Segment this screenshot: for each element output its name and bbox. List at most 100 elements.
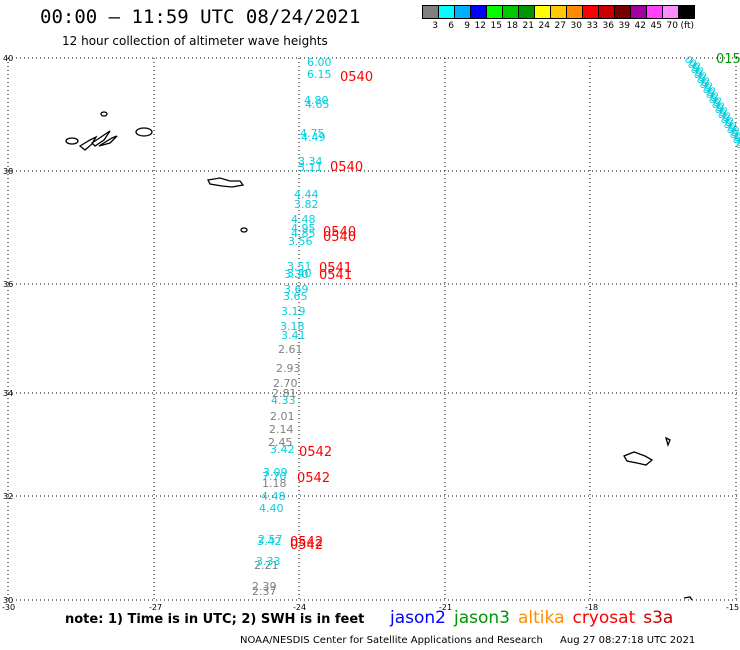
scale-label: 70: [666, 21, 678, 31]
color-scale-labels: 3 6 9 12 15 18 21 24 27 30 33 36 39 42 45 70 (ft): [422, 21, 694, 31]
scale-label: 39: [618, 21, 630, 31]
wave-height-label: 3.09: [263, 466, 288, 479]
wave-height-label: 2.61: [278, 343, 303, 356]
wave-height-label: 6.00: [307, 56, 332, 69]
wave-height-label: 4.80: [304, 94, 329, 107]
legend-jason3: jason3: [454, 608, 510, 628]
wave-height-label: 4.95: [291, 222, 316, 235]
longitude-label: -21: [439, 603, 452, 612]
track-mark: 0: [735, 135, 740, 147]
axis-labels: 40 38 36 34 32 30-30 -27 -24 -21 -18 -15: [2, 54, 739, 612]
track-mark: 0: [732, 130, 740, 142]
scale-label: 12: [474, 21, 486, 31]
footer-stamp: Aug 27 08:27:18 UTC 2021: [560, 635, 696, 646]
map-title: 00:00 – 11:59 UTC 08/24/2021: [40, 6, 361, 28]
wave-height-label: 3.51: [287, 260, 312, 273]
island-outlines: [65, 111, 693, 601]
wave-height-label: 2.01: [270, 410, 295, 423]
longitude-label: -24: [293, 603, 306, 612]
satellite-legend: jason2 jason3 altika cryosat s3a: [390, 608, 681, 628]
wave-height-label: 3.42: [257, 535, 282, 548]
pass-time-label: 0541: [319, 268, 352, 283]
pass-time-label: 0542: [290, 538, 323, 553]
scale-label: 30: [570, 21, 582, 31]
scale-label: 3: [432, 21, 438, 31]
wave-height-label: 6.15: [307, 68, 332, 81]
scale-label: 36: [602, 21, 614, 31]
color-scale: 3 6 9 12 15 18 21 24 27 30 33 36 39 42 45 70 (ft): [422, 5, 695, 31]
wave-height-label: 4.48: [261, 490, 286, 503]
latitude-label: 30: [3, 596, 13, 605]
latitude-label: 34: [3, 389, 13, 398]
pass-time-label: 0540: [340, 70, 373, 85]
wave-height-label: 3.69: [284, 283, 309, 296]
wave-height-label: 2.81: [272, 387, 297, 400]
scale-label: 42: [634, 21, 646, 31]
wave-height-label: 3.30: [284, 268, 309, 281]
footer-org: NOAA/NESDIS Center for Satellite Applica…: [240, 635, 543, 646]
latitude-label: 38: [3, 167, 13, 176]
note-text: note: 1) Time is in UTC; 2) SWH is in fe…: [65, 612, 365, 627]
grid-lines: [7, 57, 738, 601]
track-mark: 0: [733, 139, 740, 151]
wave-height-label: 4.40: [259, 502, 284, 515]
pass-time-label: 0542: [299, 445, 332, 460]
pass-time-label: 0541: [319, 261, 352, 276]
track-mark: 0: [730, 134, 740, 146]
longitude-label: -18: [585, 603, 598, 612]
wave-height-label: 4.49: [301, 131, 326, 144]
footer: NOAA/NESDIS Center for Satellite Applica…: [240, 635, 709, 646]
wave-height-label: 7.70: [262, 470, 287, 483]
wave-height-label: 2.45: [268, 436, 293, 449]
wave-height-label: 3.82: [294, 198, 319, 211]
wave-height-label: 2.39: [252, 580, 277, 593]
scale-swatch: [678, 5, 695, 19]
northeast-track: 0000000000000000000000000000000000000000…: [682, 54, 740, 154]
legend-altika: altika: [518, 608, 565, 628]
longitude-label: -30: [2, 603, 15, 612]
wave-height-label: 2.70: [273, 377, 298, 390]
wave-height-label: 4.33: [271, 394, 296, 407]
wave-height-label: 3.18: [280, 320, 305, 333]
cyan-wave-labels: 6.006.15 4.804.65 4.754.49 3.343.11 4.443.82…: [256, 56, 332, 568]
wave-height-label: 4.44: [294, 188, 319, 201]
track-mark: 0: [738, 140, 740, 152]
pass-time-label: 0540: [323, 225, 356, 240]
pass-time-label: 0542: [290, 535, 323, 550]
scale-label: (ft): [680, 21, 694, 31]
pass-time-label: 0542: [297, 471, 330, 486]
legend-cryosat: cryosat: [572, 608, 636, 628]
wave-height-label: 4.75: [300, 127, 325, 140]
wave-height-label: 3.41: [281, 329, 306, 342]
scale-label: 24: [538, 21, 550, 31]
wave-height-label: 3.65: [283, 290, 308, 303]
wave-height-label: 3.33: [256, 555, 281, 568]
wave-height-label: 4.48: [291, 213, 316, 226]
wave-height-label: 2.93: [276, 362, 301, 375]
green-pass-time: 015: [716, 52, 740, 67]
legend-jason2: jason2: [390, 608, 446, 628]
scale-label: 45: [650, 21, 662, 31]
latitude-label: 36: [3, 280, 13, 289]
scale-label: 33: [586, 21, 598, 31]
scale-label: 18: [506, 21, 518, 31]
pass-time-label: 0540: [323, 230, 356, 245]
scale-label: 9: [464, 21, 470, 31]
track-mark: 0: [734, 137, 740, 149]
track-mark: 0: [731, 132, 740, 144]
scale-label: 15: [490, 21, 502, 31]
wave-height-label: 2.57: [258, 533, 283, 546]
wave-height-label: 3.40: [287, 267, 312, 280]
wave-height-label: 2.37: [252, 585, 277, 598]
longitude-label: -15: [726, 603, 739, 612]
wave-height-label: 2.21: [254, 559, 279, 572]
wave-height-label: 3.42: [270, 443, 295, 456]
wave-height-label: 4.85: [291, 227, 316, 240]
scale-label: 6: [448, 21, 454, 31]
latitude-label: 32: [3, 492, 13, 501]
wave-height-label: 2.14: [269, 423, 294, 436]
wave-height-label: 3.34: [298, 155, 323, 168]
map-subtitle: 12 hour collection of altimeter wave hei…: [62, 34, 328, 48]
